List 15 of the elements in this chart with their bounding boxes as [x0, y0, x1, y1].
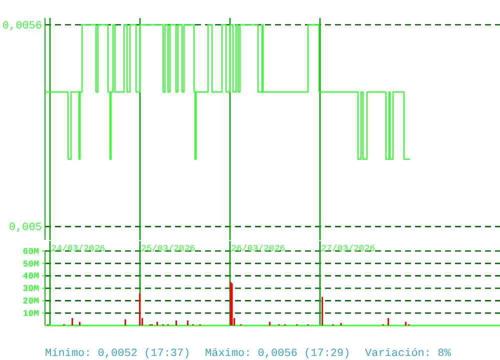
x-tick-label: 26/03/2026 [231, 244, 286, 254]
y-tick-label: 50M [22, 259, 39, 270]
text: Máximo: 0,0056 (17:29) [205, 348, 350, 360]
text: Mínimo: 0,0052 (17:37) [45, 348, 190, 360]
y-tick-label: 40M [22, 272, 39, 282]
x-tick-label: 27/03/2026 [321, 244, 376, 254]
y-tick-label: 30M [22, 284, 39, 294]
y-tick-label: 0,005 [8, 222, 42, 234]
y-tick-label: 60M [22, 246, 39, 257]
y-tick-label: 0,0056 [2, 20, 42, 32]
y-tick-label: 10M [22, 308, 39, 319]
y-tick-label: 20M [22, 296, 39, 307]
text: Variación: 8% [365, 348, 452, 360]
x-tick-label: 24/03/2026 [51, 244, 106, 254]
x-tick-label: 25/03/2026 [141, 244, 196, 254]
